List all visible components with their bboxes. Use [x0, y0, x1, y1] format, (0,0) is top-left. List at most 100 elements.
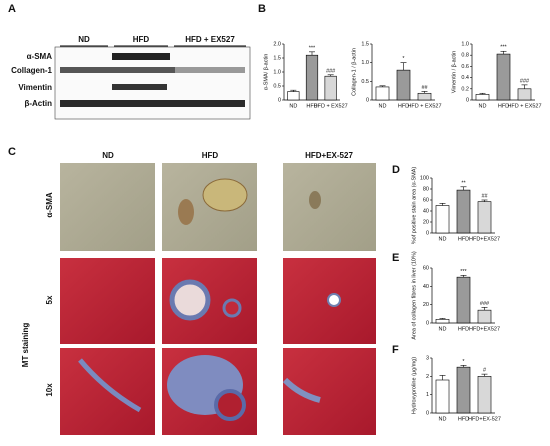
column-header: HFD — [202, 151, 219, 160]
blot-group: ND — [78, 35, 90, 44]
x-tick-label: HFD — [458, 416, 469, 422]
panel-label: A — [8, 3, 16, 15]
bar — [477, 201, 492, 234]
y-tick-label: 0.5 — [273, 83, 281, 89]
y-tick-label: 0 — [466, 97, 469, 103]
panel-label: F — [392, 344, 399, 356]
bar — [396, 69, 411, 101]
panel-label: E — [392, 252, 399, 264]
y-tick-label: 60 — [423, 197, 429, 203]
x-tick-label: ND — [479, 103, 487, 109]
x-tick-label: HFD + EX527 — [407, 103, 441, 109]
significance: # — [483, 368, 487, 374]
blot-row: β-Actin — [24, 99, 52, 108]
x-tick-label: HFD — [398, 103, 409, 109]
x-tick-label: ND — [379, 103, 387, 109]
significance: *** — [460, 269, 467, 275]
histology-images — [60, 163, 376, 435]
significance: ## — [421, 85, 428, 91]
panel-label: D — [392, 164, 400, 176]
x-tick-label: HFD — [458, 326, 469, 332]
bar — [496, 53, 511, 101]
x-tick-label: ND — [289, 103, 297, 109]
y-tick-label: 0.4 — [461, 75, 469, 81]
blot-group: HFD — [133, 35, 150, 44]
y-tick-label: 2 — [426, 374, 429, 380]
y-tick-label: 0 — [426, 230, 429, 236]
x-tick-label: ND — [439, 326, 447, 332]
y-tick-label: 0 — [278, 97, 281, 103]
panel-label: C — [8, 146, 16, 158]
y-tick-label: 40 — [423, 208, 429, 214]
bar — [287, 91, 300, 101]
bar — [305, 54, 319, 101]
x-tick-label: ND — [439, 236, 447, 242]
side-label: MT staining — [21, 323, 30, 368]
bar — [475, 94, 490, 101]
x-tick-label: HFD — [458, 236, 469, 242]
y-tick-label: 2.0 — [273, 41, 281, 47]
y-tick-label: 1.0 — [273, 69, 281, 75]
y-tick-label: 20 — [423, 219, 429, 225]
blot-bands — [60, 53, 245, 107]
y-tick-label: 0.6 — [461, 64, 469, 70]
column-header: ND — [102, 151, 114, 160]
row-header: α-SMA — [45, 192, 54, 218]
y-axis-label: α-SMA/ β-actin — [263, 54, 269, 91]
bar — [477, 376, 492, 414]
y-tick-label: 0.8 — [461, 53, 469, 59]
bar — [517, 88, 532, 101]
y-tick-label: 0 — [426, 410, 429, 416]
bar — [435, 379, 450, 414]
y-tick-label: 1.0 — [461, 41, 469, 47]
x-tick-label: HFD + EX527 — [507, 103, 541, 109]
significance: * — [402, 56, 405, 62]
y-tick-label: 0.2 — [461, 86, 469, 92]
y-tick-label: 40 — [423, 284, 429, 290]
y-tick-label: 80 — [423, 186, 429, 192]
significance: ### — [520, 78, 530, 84]
y-tick-label: 0.5 — [361, 79, 369, 85]
significance: * — [462, 359, 465, 365]
bar — [477, 309, 492, 324]
x-tick-label: ND — [439, 416, 447, 422]
y-axis-label: Hydroxyproline (μg/mg) — [411, 357, 417, 414]
row-header: 5x — [45, 295, 54, 304]
bar — [456, 189, 471, 234]
x-tick-label: HFD — [498, 103, 509, 109]
y-tick-label: 1.0 — [361, 60, 369, 66]
blot-row: Vimentin — [18, 83, 52, 92]
significance: *** — [309, 45, 316, 51]
y-tick-label: 3 — [426, 355, 429, 361]
blot-row: Collagen-1 — [11, 66, 52, 75]
blot-row: α-SMA — [27, 52, 53, 61]
y-tick-label: 0 — [366, 97, 369, 103]
column-header: HFD+EX-527 — [305, 151, 353, 160]
x-tick-label: HFD — [306, 103, 317, 109]
y-axis-label: Area of collagen fibres in liver (10%) — [411, 251, 417, 340]
x-tick-label: HFD + EX527 — [314, 103, 348, 109]
panel-label: B — [258, 3, 266, 15]
y-tick-label: 1 — [426, 392, 429, 398]
bar — [375, 86, 390, 101]
y-axis-label: Vimentin / β-actin — [451, 51, 457, 94]
bar — [456, 366, 471, 414]
bar — [456, 276, 471, 324]
bar — [324, 75, 337, 101]
bar — [435, 319, 450, 324]
bar — [417, 92, 432, 101]
x-tick-label: HFD+EX-527 — [468, 416, 501, 422]
blot-group: HFD + EX527 — [185, 35, 235, 44]
x-tick-label: HFD+EX527 — [469, 326, 500, 332]
y-tick-label: 20 — [423, 302, 429, 308]
x-tick-label: HFD+EX527 — [469, 236, 500, 242]
y-tick-label: 60 — [423, 265, 429, 271]
bar — [435, 205, 450, 234]
significance: *** — [500, 45, 507, 51]
y-axis-label: Collagen-1 / β-actin — [351, 48, 357, 96]
y-tick-label: 1.5 — [273, 55, 281, 61]
significance: ** — [461, 180, 466, 186]
significance: ### — [480, 301, 490, 307]
y-tick-label: 0 — [426, 320, 429, 326]
